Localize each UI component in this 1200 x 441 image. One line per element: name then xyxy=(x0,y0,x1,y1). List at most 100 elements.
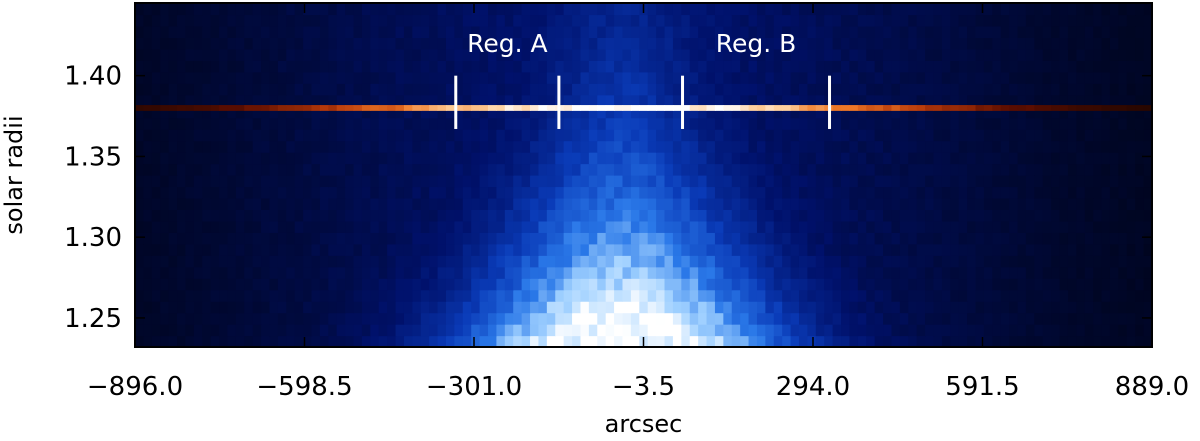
heatmap-cell xyxy=(1034,152,1044,165)
heatmap-cell xyxy=(1084,289,1094,302)
heatmap-cell xyxy=(798,289,808,302)
heatmap-cell xyxy=(824,266,834,279)
heatmap-cell xyxy=(269,83,279,96)
heatmap-cell xyxy=(1009,312,1019,325)
heatmap-cell xyxy=(588,140,598,153)
heatmap-cell xyxy=(219,71,229,84)
heatmap-cell xyxy=(168,117,178,130)
heatmap-cell xyxy=(925,232,935,245)
heatmap-cell xyxy=(328,220,338,233)
heatmap-cell xyxy=(563,14,573,27)
highlight-row-cell xyxy=(1143,105,1153,111)
heatmap-cell xyxy=(748,266,758,279)
heatmap-cell xyxy=(597,312,607,325)
heatmap-cell xyxy=(815,48,825,61)
heatmap-cell xyxy=(420,232,430,245)
heatmap-cell xyxy=(874,117,884,130)
heatmap-cell xyxy=(1076,152,1086,165)
heatmap-cell xyxy=(504,14,514,27)
heatmap-cell xyxy=(597,335,607,348)
heatmap-cell xyxy=(883,140,893,153)
heatmap-cell xyxy=(488,3,498,16)
heatmap-cell xyxy=(941,175,951,188)
heatmap-cell xyxy=(925,312,935,325)
heatmap-cell xyxy=(588,37,598,50)
heatmap-cell xyxy=(277,266,287,279)
heatmap-cell xyxy=(353,129,363,142)
heatmap-cell xyxy=(647,324,657,337)
heatmap-cell xyxy=(1076,60,1086,73)
heatmap-cell xyxy=(546,197,556,210)
heatmap-cell xyxy=(429,129,439,142)
heatmap-cell xyxy=(345,106,355,119)
x-axis-ticks: −896.0 −598.5 −301.0 −3.5 294.0 591.5 889.0 xyxy=(87,3,1189,402)
heatmap-cell xyxy=(664,312,674,325)
heatmap-cell xyxy=(496,186,506,199)
heatmap-cell xyxy=(151,278,161,291)
heatmap-cell xyxy=(143,106,153,119)
heatmap-cell xyxy=(714,266,724,279)
heatmap-cell xyxy=(824,335,834,348)
heatmap-cell xyxy=(1067,83,1077,96)
heatmap-cell xyxy=(202,106,212,119)
highlight-row-cell xyxy=(311,105,321,111)
heatmap-cell xyxy=(1126,14,1136,27)
highlight-row-cell xyxy=(454,105,464,111)
heatmap-cell xyxy=(782,209,792,222)
heatmap-cell xyxy=(1059,278,1069,291)
heatmap-cell xyxy=(639,186,649,199)
highlight-row-cell xyxy=(1101,105,1111,111)
heatmap-cell xyxy=(135,94,144,107)
heatmap-cell xyxy=(328,312,338,325)
heatmap-cell xyxy=(1101,266,1111,279)
highlight-row-cell xyxy=(1084,105,1094,111)
heatmap-cell xyxy=(647,60,657,73)
heatmap-cell xyxy=(681,209,691,222)
heatmap-cell xyxy=(899,289,909,302)
heatmap-cell xyxy=(1042,335,1052,348)
heatmap-cell xyxy=(597,255,607,268)
heatmap-cell xyxy=(689,140,699,153)
heatmap-cell xyxy=(437,312,447,325)
heatmap-cell xyxy=(1059,324,1069,337)
heatmap-cell xyxy=(378,152,388,165)
heatmap-cell xyxy=(395,140,405,153)
heatmap-cell xyxy=(1051,186,1061,199)
heatmap-cell xyxy=(933,25,943,38)
heatmap-cell xyxy=(445,71,455,84)
heatmap-cell xyxy=(933,175,943,188)
heatmap-cell xyxy=(244,48,254,61)
heatmap-cell xyxy=(1000,266,1010,279)
highlight-row-cell xyxy=(336,105,346,111)
heatmap-cell xyxy=(756,175,766,188)
heatmap-cell xyxy=(790,243,800,256)
heatmap-cell xyxy=(756,243,766,256)
heatmap-cell xyxy=(841,186,851,199)
heatmap-cell xyxy=(345,152,355,165)
heatmap-cell xyxy=(177,117,187,130)
heatmap-cell xyxy=(1143,71,1153,84)
heatmap-cell xyxy=(378,197,388,210)
heatmap-cell xyxy=(445,243,455,256)
heatmap-cell xyxy=(530,83,540,96)
heatmap-cell xyxy=(387,3,397,16)
heatmap-cell xyxy=(790,220,800,233)
heatmap-cell xyxy=(782,289,792,302)
heatmap-cell xyxy=(160,324,170,337)
heatmap-cell xyxy=(488,266,498,279)
heatmap-cell xyxy=(975,278,985,291)
heatmap-cell xyxy=(361,278,371,291)
heatmap-cell xyxy=(841,232,851,245)
heatmap-cell xyxy=(538,37,548,50)
highlight-row-cell xyxy=(723,105,733,111)
heatmap-cell xyxy=(412,129,422,142)
heatmap-cell xyxy=(832,60,842,73)
heatmap-cell xyxy=(1025,289,1035,302)
heatmap-cell xyxy=(395,266,405,279)
heatmap-cell xyxy=(899,255,909,268)
heatmap-cell xyxy=(1067,3,1077,16)
heatmap-cell xyxy=(572,37,582,50)
heatmap-cell xyxy=(1042,289,1052,302)
heatmap-cell xyxy=(992,232,1002,245)
heatmap-cell xyxy=(177,301,187,314)
